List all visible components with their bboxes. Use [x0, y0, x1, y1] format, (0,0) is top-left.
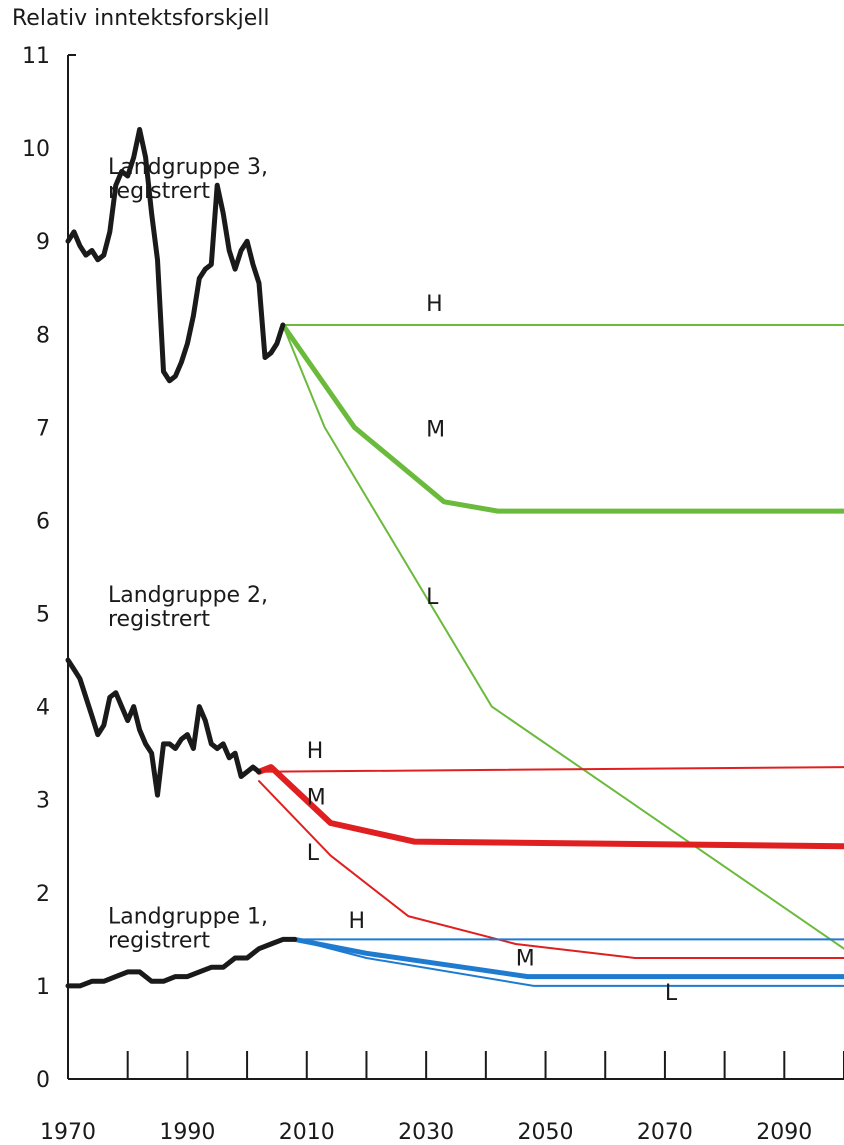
x-tick-label: 1990 [159, 1120, 215, 1145]
projection-l-line [258, 780, 844, 959]
y-tick-label: 5 [36, 603, 50, 628]
projection-m-line [256, 764, 844, 850]
y-tick-label: 11 [22, 44, 50, 69]
historical-line [65, 127, 286, 384]
projection-label: L [426, 585, 439, 610]
projection-m-line [280, 322, 844, 514]
group-label: Landgruppe 2, [108, 583, 268, 608]
y-tick-label: 2 [36, 882, 50, 907]
x-tick-label: 2030 [398, 1120, 454, 1145]
group-label: Landgruppe 3, [108, 155, 268, 180]
projection-label: H [349, 909, 366, 934]
projection-label: H [426, 292, 443, 317]
y-tick-label: 7 [36, 416, 50, 441]
x-tick-label: 2050 [518, 1120, 574, 1145]
x-tick-label: 2010 [279, 1120, 335, 1145]
projection-l-line [281, 324, 844, 950]
axes: 0 1 2 3 4 5 6 7 8 9 10 11 1970 1990 2010 2030 2050 2070 20… [22, 44, 844, 1145]
projection-label: M [516, 946, 535, 971]
series-layer [65, 127, 844, 989]
x-tick-label: 2090 [756, 1120, 812, 1145]
x-tick-label: 1970 [40, 1120, 96, 1145]
projection-label: L [665, 981, 678, 1006]
projection-m-line [292, 936, 844, 980]
group-label: registrert [108, 179, 210, 204]
x-tick-label: 2070 [637, 1120, 693, 1145]
y-tick-label: 3 [36, 789, 50, 814]
projection-label: M [426, 418, 445, 443]
projection-label: L [307, 841, 320, 866]
projection-label: H [307, 739, 324, 764]
historical-line [65, 936, 298, 989]
projection-h-line [258, 766, 844, 773]
projection-label: M [307, 785, 326, 810]
y-tick-label: 0 [36, 1068, 50, 1093]
group-label: registrert [108, 928, 210, 953]
group-label: Landgruppe 1, [108, 904, 268, 929]
y-tick-label: 6 [36, 509, 50, 534]
y-tick-label: 9 [36, 230, 50, 255]
y-tick-label: 4 [36, 696, 50, 721]
y-axis-title: Relativ inntektsforskjell [12, 6, 270, 31]
historical-line [65, 657, 262, 798]
y-tick-label: 10 [22, 137, 50, 162]
projection-l-line [293, 938, 844, 987]
group-label: registrert [108, 607, 210, 632]
y-tick-label: 8 [36, 323, 50, 348]
y-tick-label: 1 [36, 975, 50, 1000]
